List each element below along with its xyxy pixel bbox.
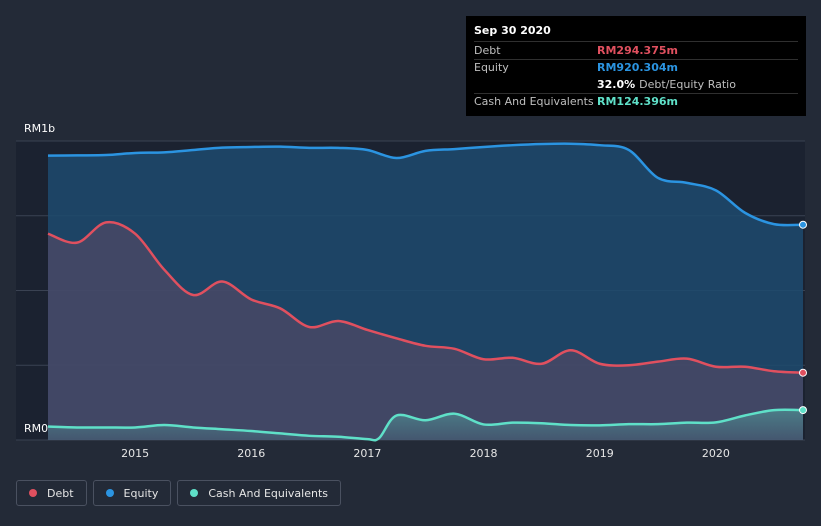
cash-and-equivalents-end-marker [799,406,807,415]
tooltip-panel: Sep 30 2020 Debt RM294.375m Equity RM920… [466,16,806,116]
x-tick-label: 2018 [470,447,498,460]
tooltip-value: 32.0% [597,77,636,91]
tooltip-suffix: Debt/Equity Ratio [639,77,736,91]
tooltip-label: Equity [474,61,509,75]
legend-label: Cash And Equivalents [208,486,328,500]
tooltip-label: Debt [474,43,501,57]
legend-item-debt[interactable]: Debt [16,480,87,506]
series-end-markers [799,220,807,415]
tooltip-row-ratio: 32.0% Debt/Equity Ratio [474,76,798,93]
cash-and-equivalents-area [48,409,803,441]
cash-dot-icon [190,489,199,497]
debt-area [48,222,803,440]
debt-end-marker [799,368,807,377]
x-tick-label: 2019 [586,447,614,460]
tooltip-value: RM920.304m [597,61,678,75]
debt-dot-icon [29,489,37,497]
tooltip-date: Sep 30 2020 [474,24,551,37]
legend-item-equity[interactable]: Equity [92,480,172,506]
y-axis-bottom-label: RM0 [24,422,48,435]
series-areas [48,143,803,441]
tooltip-row-cash: Cash And Equivalents RM124.396m [474,92,798,111]
debt-line [47,220,804,374]
equity-dot-icon [105,489,114,497]
x-tick-label: 2016 [237,447,265,460]
x-tick-label: 2020 [702,447,730,460]
legend-item-cash[interactable]: Cash And Equivalents [177,480,341,506]
legend-label: Debt [47,486,74,500]
equity-end-marker [799,220,807,229]
cash-and-equivalents-line [47,408,804,442]
tooltip-value: RM124.396m [597,95,678,109]
y-axis-top-label: RM1b [24,122,55,135]
series-lines [47,142,804,442]
legend: Debt Equity Cash And Equivalents [16,480,341,506]
equity-line [47,142,804,227]
x-tick-label: 2015 [121,447,149,460]
legend-label: Equity [123,486,159,500]
x-axis-ticks: 2015 2016 2017 2018 2019 2020 [121,447,730,460]
tooltip-label: Cash And Equivalents [474,95,594,109]
tooltip-row-debt: Debt RM294.375m [474,41,798,59]
x-tick-label: 2017 [353,447,381,460]
tooltip-value: RM294.375m [597,43,678,57]
tooltip-row-equity: Equity RM920.304m [474,58,798,77]
